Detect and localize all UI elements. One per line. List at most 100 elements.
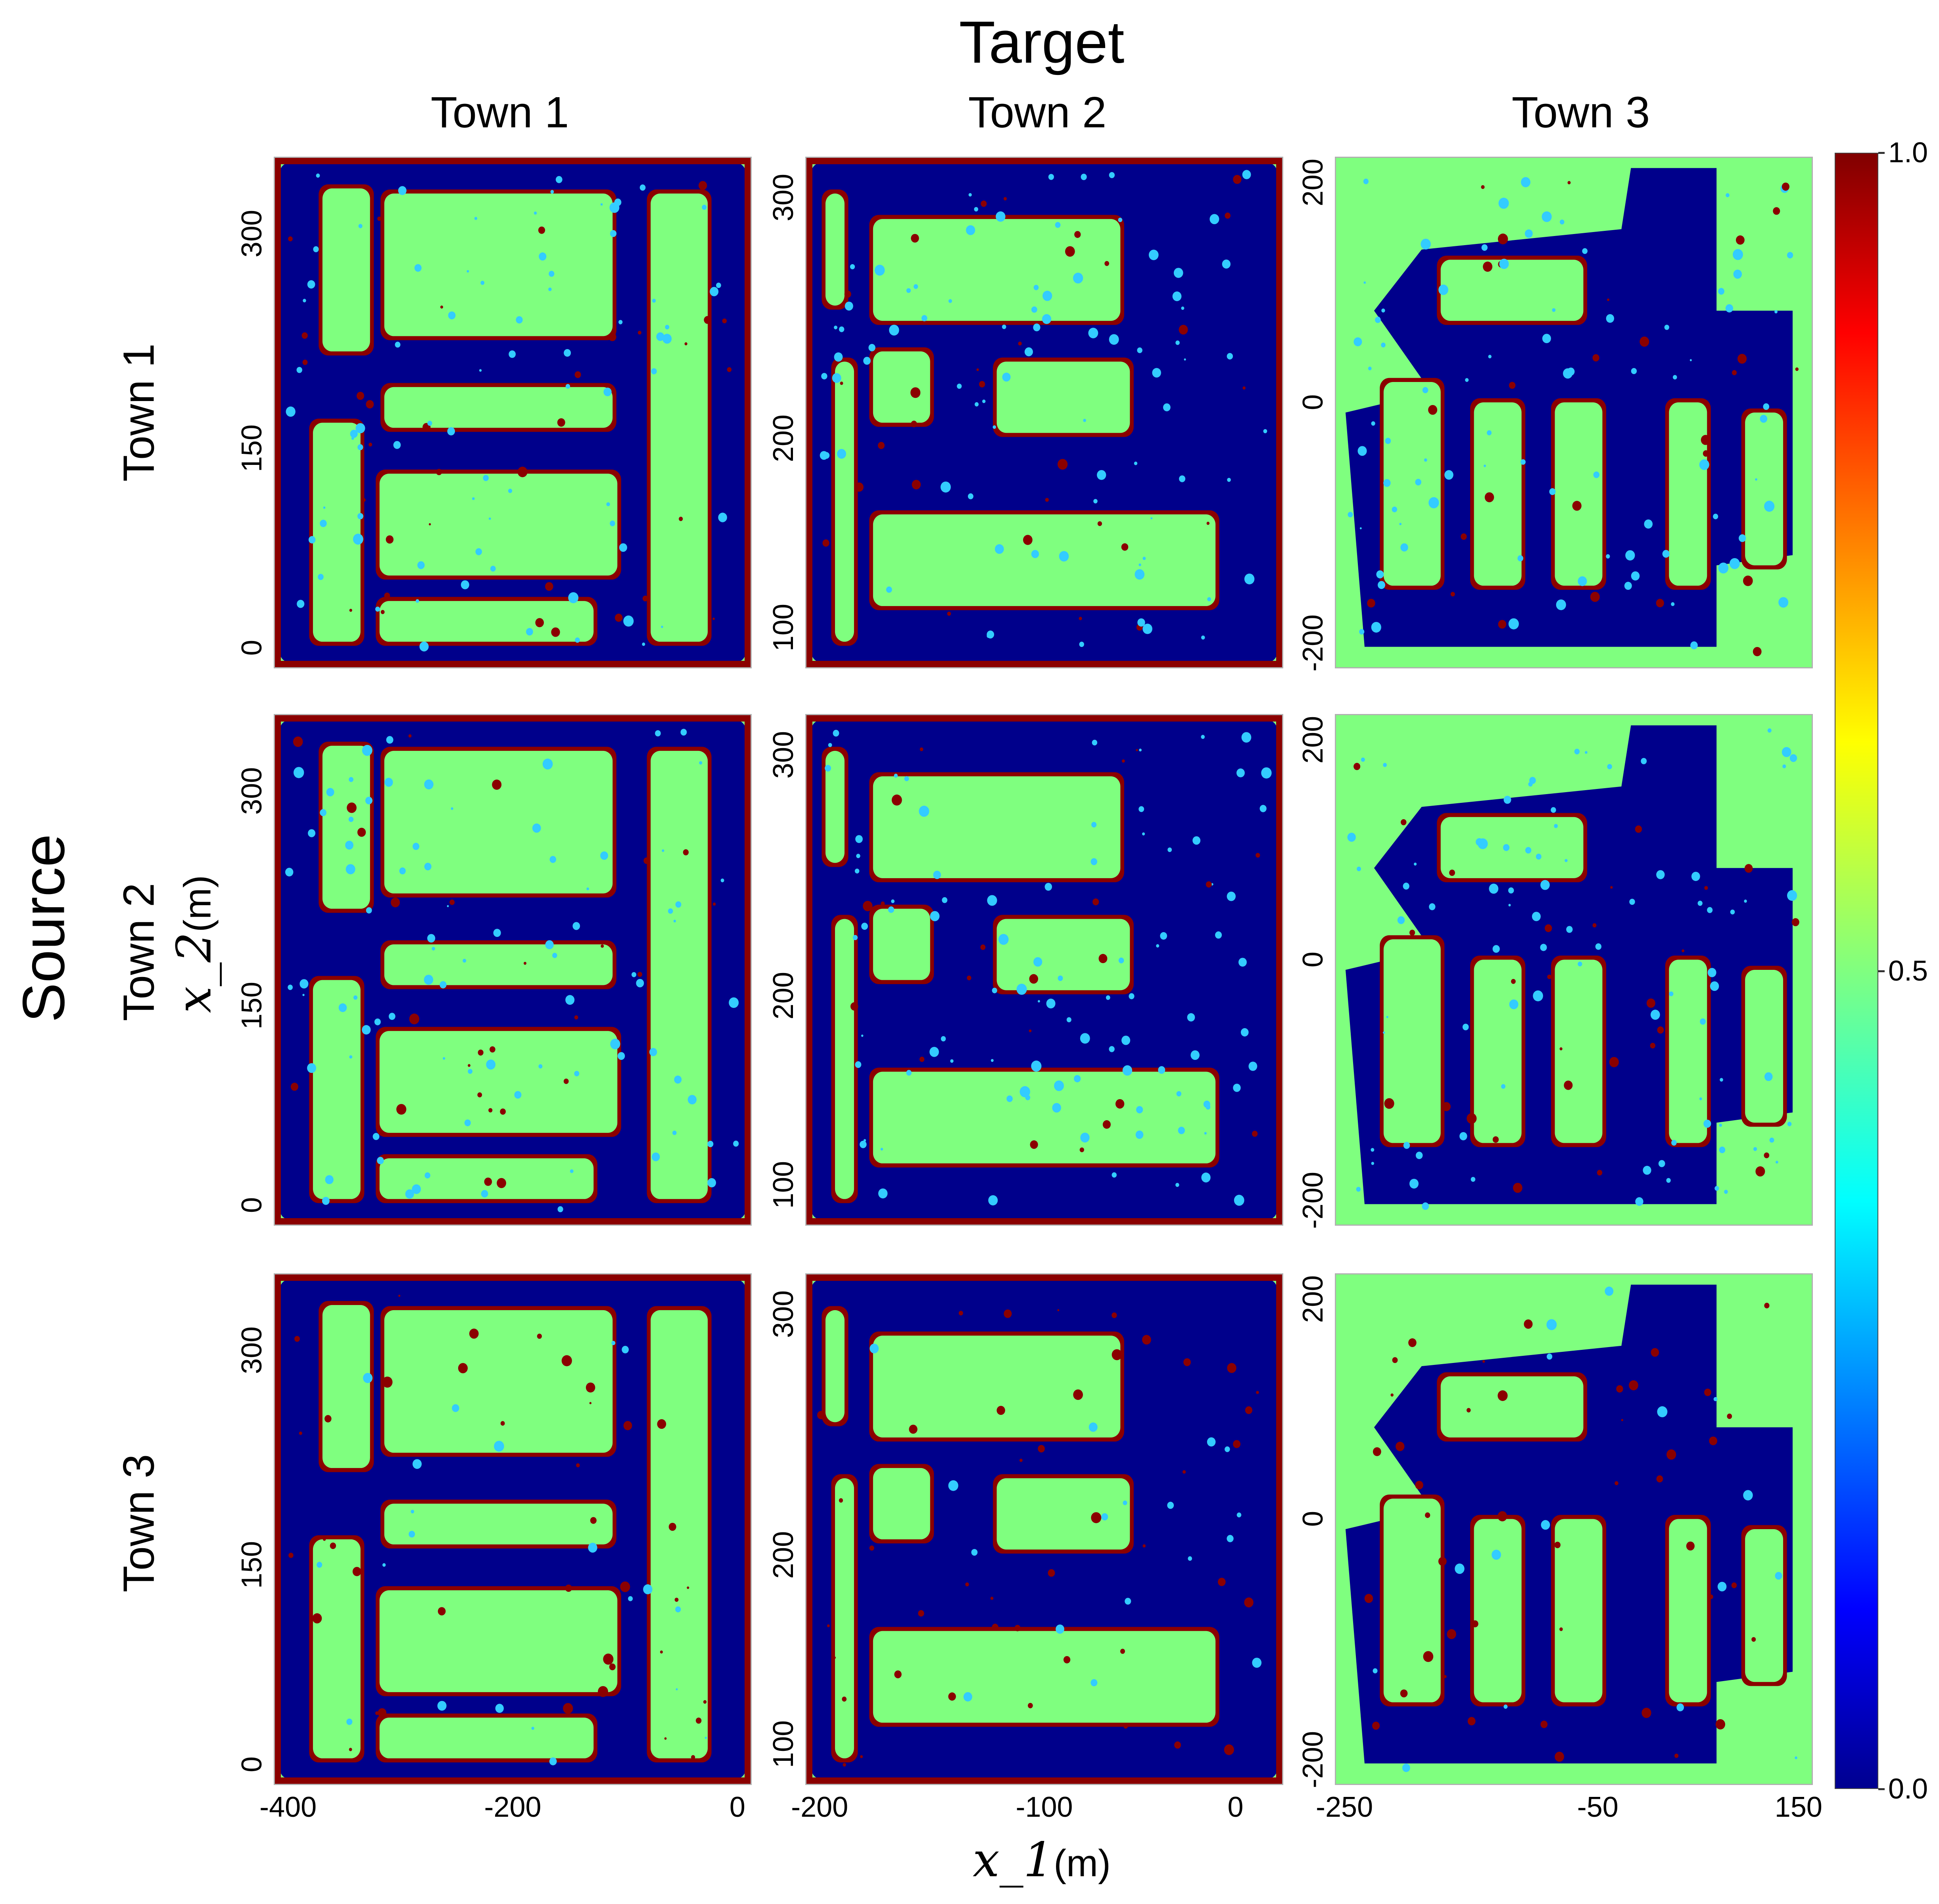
speckle [1123,1500,1127,1505]
speckle [299,979,309,988]
speckle [1607,764,1612,770]
speckle [933,871,941,879]
speckle [1142,624,1152,634]
speckle [699,761,703,765]
building-block [384,1310,613,1453]
speckle [1703,1119,1711,1128]
speckle [891,899,895,903]
speckle [1088,328,1098,338]
speckle [1753,1147,1757,1151]
speckle [375,607,380,612]
speckle [623,615,634,627]
y-tick-label: 200 [768,414,799,462]
speckle [474,217,478,220]
speckle [684,342,687,345]
speckle [1707,968,1716,977]
speckle [1540,880,1550,890]
speckle [642,595,648,602]
speckle [1606,314,1615,323]
speckle [486,1059,496,1070]
speckle [703,1700,707,1704]
speckle [1542,334,1551,344]
speckle [324,1415,332,1423]
speckle [710,287,719,296]
speckle [976,368,979,371]
speckle [837,449,846,459]
speckle [1048,174,1054,180]
speckle [458,1363,468,1374]
speckle [386,736,394,744]
speckle [440,305,443,309]
speckle [1744,899,1747,903]
speckle [1755,1166,1765,1177]
speckle [1787,1122,1792,1127]
speckle [508,488,513,493]
speckle [312,1613,322,1624]
speckle [1356,1186,1361,1192]
speckle [1422,387,1428,393]
speckle [1609,1057,1619,1067]
speckle [1593,471,1600,478]
speckle [839,1498,843,1503]
colorbar-tick-mark [1878,970,1885,972]
speckle [1182,1470,1186,1474]
speckle [1552,308,1556,312]
speckle [622,1345,629,1353]
y-tick-label: 300 [768,1290,799,1338]
speckle [472,497,475,500]
speckle [1709,1436,1717,1445]
speckle [534,211,537,215]
building-block [1383,382,1441,586]
speckle [1651,1348,1659,1357]
colorbar-tick-label: 1.0 [1888,137,1928,169]
speckle [632,972,637,977]
speckle [1547,1353,1553,1360]
speckle [1450,591,1455,597]
speckle [322,1197,330,1205]
speckle [374,1018,381,1025]
speckle [601,944,604,948]
speckle [1725,304,1734,313]
speckle [665,324,670,330]
speckle [1383,479,1391,487]
speckle [1503,796,1511,804]
speckle [1376,570,1384,579]
speckle [405,1189,414,1199]
speckle [1233,1083,1241,1092]
building-block [1383,939,1441,1143]
speckle [948,299,952,303]
speckle [1112,1172,1117,1178]
speckle [1386,1016,1388,1018]
speckle [349,608,352,612]
speckle [1137,618,1145,627]
speckle [705,1737,707,1739]
speckle [316,173,320,178]
speckle [1120,1649,1125,1654]
speckle [468,1069,473,1074]
speckle [417,561,425,569]
speckle [914,284,918,289]
heatmap-panel-source-1-target-2 [805,157,1283,668]
speckle [1471,1177,1476,1182]
speckle [1592,354,1599,362]
y-tick-label: 300 [236,767,268,815]
speckle [1190,1050,1200,1060]
speckle [1188,1556,1192,1561]
speckle [1215,931,1222,939]
speckle [982,399,986,403]
speckle [673,919,676,923]
speckle [576,1463,580,1468]
speckle [1415,479,1421,486]
speckle [1513,1182,1522,1193]
speckle [302,994,305,996]
speckle [880,1148,883,1151]
colorbar-gradient [1835,153,1878,1789]
building-block [873,1071,1216,1163]
speckle [1233,1440,1241,1448]
speckle [1508,904,1511,907]
speckle [1029,1029,1032,1033]
speckle [1006,1095,1013,1102]
speckle [1206,522,1210,525]
speckle [1359,629,1365,635]
speckle [1718,288,1724,295]
